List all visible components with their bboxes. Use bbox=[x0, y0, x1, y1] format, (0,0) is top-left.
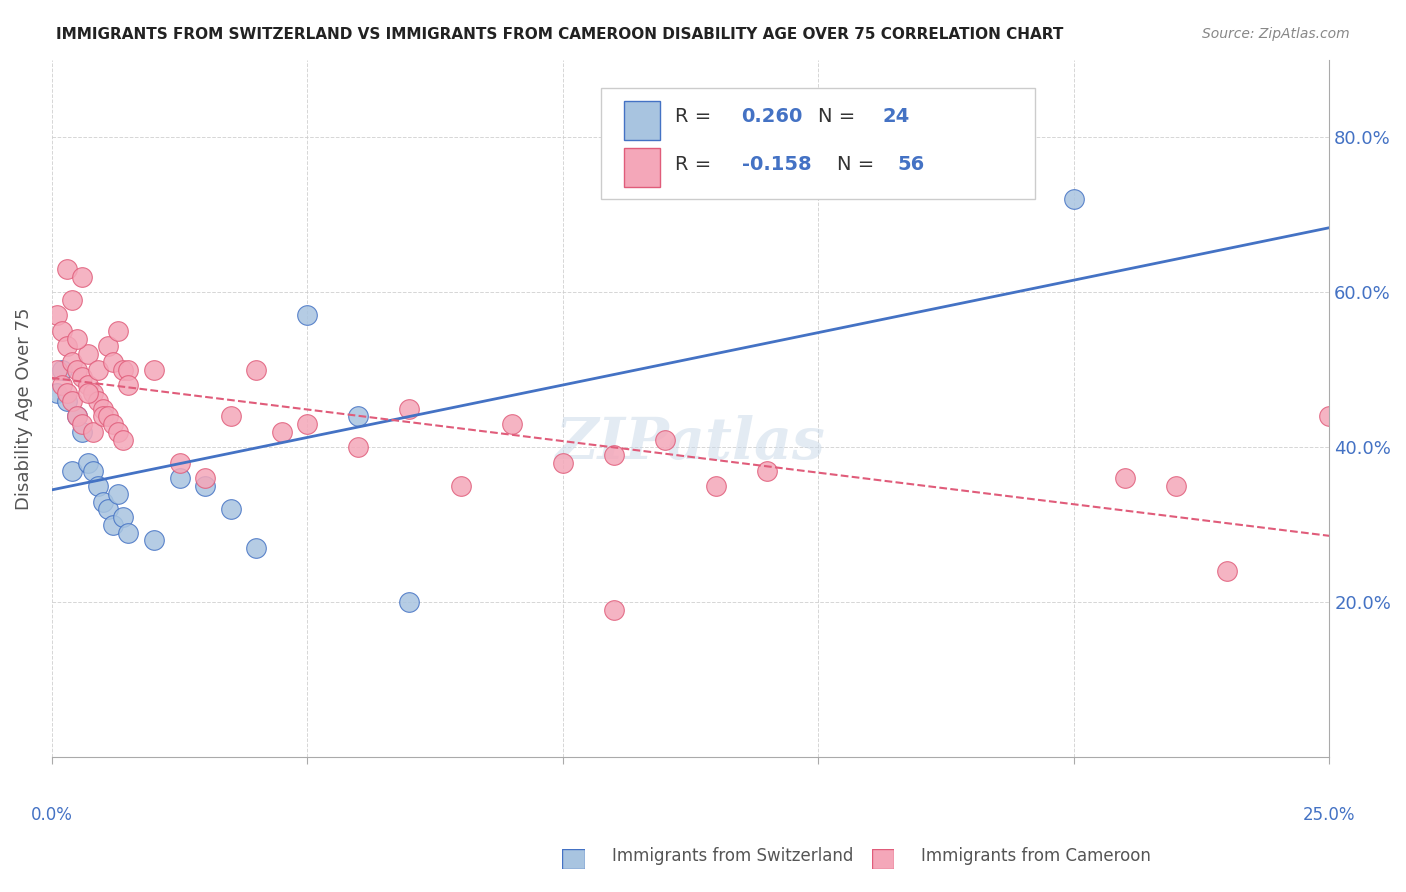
Point bbox=[551, 456, 574, 470]
Text: N =: N = bbox=[818, 107, 862, 127]
Point bbox=[45, 309, 67, 323]
Point bbox=[107, 324, 129, 338]
Point bbox=[1063, 192, 1085, 206]
Text: R =: R = bbox=[675, 155, 717, 174]
Point bbox=[82, 386, 104, 401]
Point bbox=[112, 433, 135, 447]
Point bbox=[245, 541, 267, 555]
Point bbox=[97, 502, 120, 516]
Point bbox=[51, 324, 73, 338]
Point bbox=[347, 409, 370, 424]
Point bbox=[450, 479, 472, 493]
Point bbox=[82, 425, 104, 439]
Point bbox=[603, 448, 626, 462]
Point bbox=[56, 386, 79, 401]
Text: Immigrants from Switzerland: Immigrants from Switzerland bbox=[612, 847, 853, 865]
Point bbox=[112, 362, 135, 376]
Point bbox=[60, 355, 83, 369]
Text: N =: N = bbox=[838, 155, 882, 174]
Point bbox=[107, 487, 129, 501]
Point bbox=[194, 471, 217, 485]
Point bbox=[117, 362, 139, 376]
Point bbox=[501, 417, 523, 431]
Point bbox=[66, 409, 89, 424]
Text: 0.0%: 0.0% bbox=[31, 806, 73, 824]
Point bbox=[194, 479, 217, 493]
Point bbox=[87, 362, 110, 376]
Point bbox=[142, 362, 165, 376]
Point bbox=[76, 378, 98, 392]
Point bbox=[56, 262, 79, 277]
Point bbox=[1216, 564, 1239, 578]
Point bbox=[91, 409, 114, 424]
Point bbox=[112, 510, 135, 524]
Point bbox=[297, 309, 319, 323]
Point bbox=[169, 471, 191, 485]
Text: 0.260: 0.260 bbox=[741, 107, 803, 127]
Point bbox=[219, 502, 242, 516]
Point bbox=[76, 386, 98, 401]
Point bbox=[66, 332, 89, 346]
Point bbox=[60, 463, 83, 477]
Point bbox=[91, 401, 114, 416]
Point bbox=[51, 362, 73, 376]
Point bbox=[45, 362, 67, 376]
FancyBboxPatch shape bbox=[624, 102, 659, 140]
FancyBboxPatch shape bbox=[624, 148, 659, 186]
Point bbox=[72, 370, 94, 384]
Point bbox=[1164, 479, 1187, 493]
Text: Source: ZipAtlas.com: Source: ZipAtlas.com bbox=[1202, 27, 1350, 41]
Point bbox=[66, 409, 89, 424]
Point bbox=[756, 463, 779, 477]
Point bbox=[72, 425, 94, 439]
Point bbox=[169, 456, 191, 470]
Point bbox=[297, 417, 319, 431]
Point bbox=[66, 362, 89, 376]
Point bbox=[97, 339, 120, 353]
Point bbox=[142, 533, 165, 548]
Point bbox=[56, 393, 79, 408]
Point bbox=[117, 525, 139, 540]
Text: R =: R = bbox=[675, 107, 717, 127]
Point bbox=[87, 393, 110, 408]
Text: 25.0%: 25.0% bbox=[1303, 806, 1355, 824]
Point bbox=[603, 603, 626, 617]
Point bbox=[245, 362, 267, 376]
Point bbox=[60, 393, 83, 408]
Point bbox=[60, 293, 83, 307]
Point bbox=[45, 386, 67, 401]
Point bbox=[654, 433, 676, 447]
Point bbox=[101, 355, 124, 369]
Point bbox=[76, 456, 98, 470]
Point bbox=[72, 417, 94, 431]
Point bbox=[117, 378, 139, 392]
Text: ZIPatlas: ZIPatlas bbox=[555, 415, 825, 472]
Point bbox=[704, 479, 727, 493]
Point bbox=[107, 425, 129, 439]
Text: IMMIGRANTS FROM SWITZERLAND VS IMMIGRANTS FROM CAMEROON DISABILITY AGE OVER 75 C: IMMIGRANTS FROM SWITZERLAND VS IMMIGRANT… bbox=[56, 27, 1063, 42]
Point bbox=[101, 517, 124, 532]
Point bbox=[398, 401, 420, 416]
Point bbox=[1114, 471, 1136, 485]
Point bbox=[1317, 409, 1340, 424]
FancyBboxPatch shape bbox=[602, 87, 1035, 199]
Text: Immigrants from Cameroon: Immigrants from Cameroon bbox=[921, 847, 1150, 865]
Point bbox=[347, 440, 370, 454]
Point bbox=[72, 269, 94, 284]
Point bbox=[76, 347, 98, 361]
Point bbox=[101, 417, 124, 431]
Point bbox=[270, 425, 292, 439]
Point bbox=[56, 339, 79, 353]
Y-axis label: Disability Age Over 75: Disability Age Over 75 bbox=[15, 307, 32, 509]
Point bbox=[87, 479, 110, 493]
Point bbox=[82, 463, 104, 477]
Point bbox=[91, 494, 114, 508]
Text: -0.158: -0.158 bbox=[741, 155, 811, 174]
Point bbox=[97, 409, 120, 424]
Point bbox=[219, 409, 242, 424]
Text: 24: 24 bbox=[882, 107, 910, 127]
Point bbox=[51, 378, 73, 392]
Point bbox=[398, 595, 420, 609]
Text: 56: 56 bbox=[897, 155, 925, 174]
